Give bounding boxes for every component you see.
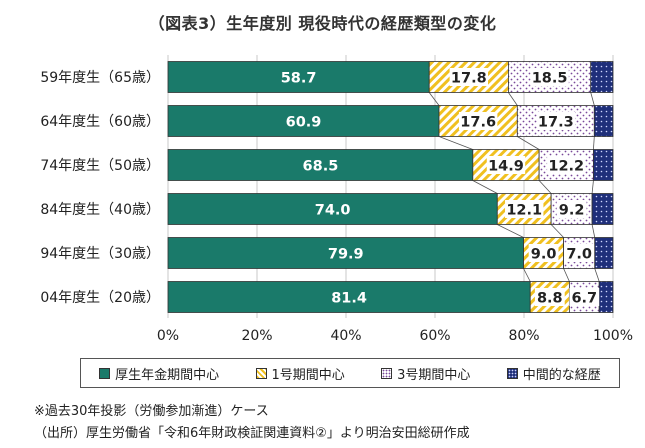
data-label-background — [530, 68, 569, 86]
data-label: 17.8 — [451, 71, 487, 87]
data-label-background — [458, 112, 498, 130]
data-label: 8.8 — [537, 291, 563, 307]
note-source: （出所）厚生労働省「令和6年財政検証関連資料②」より明治安田総研作成 — [34, 426, 470, 441]
legend-label-3go: 3号期間中心 — [397, 367, 471, 383]
y-category-label: 59年度生（65歳） — [40, 70, 160, 86]
series-connector-line — [591, 224, 596, 238]
data-label-background — [449, 68, 489, 86]
data-label: 12.2 — [548, 159, 584, 175]
data-label: 17.6 — [460, 115, 496, 131]
series-connector-line — [563, 268, 570, 282]
legend-item-chukan: 中間的な経歴 — [506, 364, 601, 383]
data-label: 9.2 — [559, 203, 585, 219]
data-label-background — [569, 288, 600, 306]
x-tick-label: 0% — [157, 328, 179, 344]
bar-segment — [167, 105, 440, 137]
bar-segment — [590, 61, 614, 93]
bar-segment — [591, 193, 614, 225]
data-label: 58.7 — [281, 71, 317, 87]
y-category-label: 94年度生（30歳） — [40, 246, 160, 262]
series-connector-line — [593, 136, 595, 150]
series-connector-line — [472, 180, 498, 194]
series-connector-line — [438, 136, 473, 150]
x-tick-label: 20% — [241, 328, 272, 344]
data-label: 81.4 — [331, 291, 367, 307]
legend: 厚生年金期間中心 1号期間中心 3号期間中心 中間的な経歴 — [80, 358, 620, 388]
legend-swatch-1go — [255, 367, 267, 379]
data-label-background — [486, 156, 526, 174]
data-label: 68.5 — [303, 159, 339, 175]
data-label-background — [547, 156, 586, 174]
legend-swatch-chukan — [506, 367, 518, 379]
bar-segment — [593, 149, 614, 181]
data-label: 79.9 — [328, 247, 364, 263]
data-label: 60.9 — [286, 115, 322, 131]
series-connector-line — [428, 92, 440, 106]
legend-label-kosei: 厚生年金期間中心 — [115, 367, 220, 383]
chart-title: （図表3）生年度別 現役時代の経歴類型の変化 — [148, 14, 497, 33]
data-label: 17.3 — [538, 115, 574, 131]
y-category-label: 64年度生（60歳） — [40, 114, 160, 130]
legend-label-chukan: 中間的な経歴 — [522, 367, 601, 383]
legend-label-1go: 1号期間中心 — [271, 367, 345, 383]
data-label: 6.7 — [571, 291, 597, 307]
data-label: 74.0 — [315, 203, 351, 219]
data-label-background — [564, 244, 595, 262]
data-label: 7.0 — [566, 247, 592, 263]
data-label: 12.1 — [506, 203, 542, 219]
legend-item-kosei: 厚生年金期間中心 — [99, 364, 219, 383]
series-connector-line — [591, 180, 594, 194]
series-connector-line — [517, 136, 540, 150]
legend-swatch-kosei — [99, 367, 111, 379]
series-connector-line — [550, 224, 564, 238]
series-connector-line — [497, 224, 524, 238]
bar-segment — [598, 281, 614, 313]
x-tick-label: 60% — [419, 328, 450, 344]
x-tick-label: 40% — [330, 328, 361, 344]
bar-segment — [167, 149, 474, 181]
note-scenario: ※過去30年投影（労働参加漸進）ケース — [34, 404, 269, 419]
data-label-background — [505, 200, 544, 218]
bar-segment — [167, 193, 498, 225]
x-tick-label: 80% — [508, 328, 539, 344]
legend-item-1go: 1号期間中心 — [255, 364, 345, 383]
legend-item-3go: 3号期間中心 — [381, 364, 470, 383]
series-connector-line — [523, 268, 531, 282]
y-category-label: 74年度生（50歳） — [40, 158, 160, 174]
series-connector-line — [538, 180, 552, 194]
data-label-background — [536, 112, 576, 130]
data-label: 14.9 — [488, 159, 524, 175]
stacked-bar-chart: 58.7 17.8 18.5 60.9 17.6 17.3 68.5 14.9 12.2 74.0… — [40, 55, 633, 344]
bar-segment — [594, 237, 614, 269]
data-label-background — [534, 288, 565, 306]
bar-segment — [167, 237, 524, 269]
data-label: 18.5 — [532, 71, 568, 87]
legend-swatch-3go — [381, 367, 393, 379]
y-category-label: 04年度生（20歳） — [40, 290, 160, 306]
data-label-background — [528, 244, 559, 262]
series-connector-line — [508, 92, 518, 106]
data-label: 9.0 — [531, 247, 557, 263]
data-label-background — [556, 200, 587, 218]
bar-segment — [593, 105, 614, 137]
bar-segment — [167, 281, 531, 313]
y-category-label: 84年度生（40歳） — [40, 202, 160, 218]
series-connector-line — [594, 268, 600, 282]
series-connector-line — [590, 92, 595, 106]
x-tick-label: 100% — [593, 328, 633, 344]
